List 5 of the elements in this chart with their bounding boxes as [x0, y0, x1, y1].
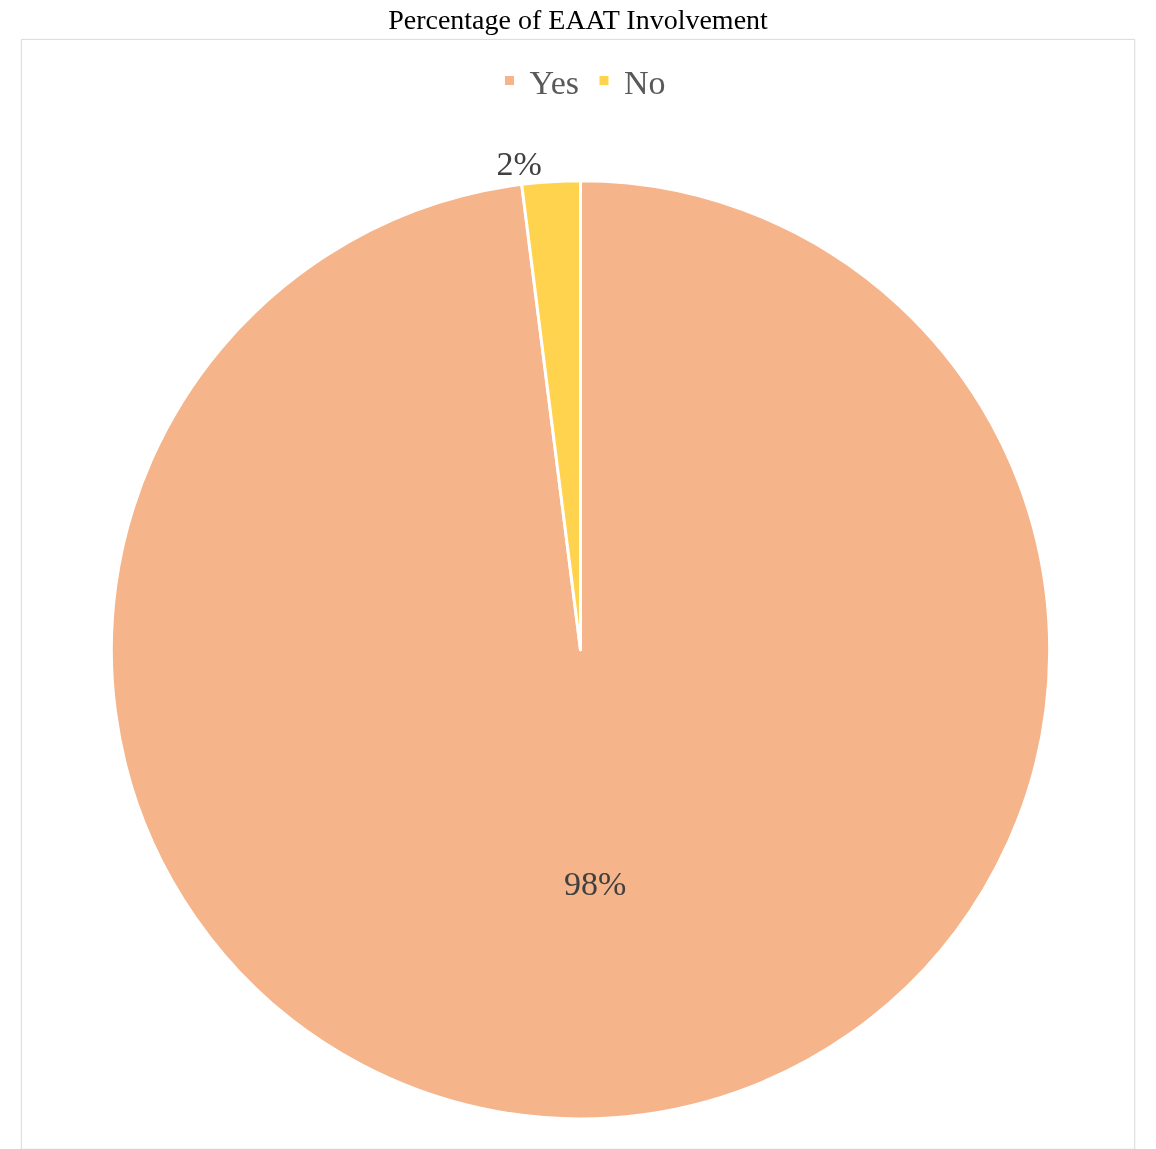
legend-label: No	[623, 63, 666, 101]
legend-label: Yes	[529, 63, 579, 101]
data-label: 2%	[496, 144, 542, 182]
chart-title: Percentage of EAAT Involvement	[388, 3, 769, 35]
data-label: 98%	[564, 865, 627, 903]
